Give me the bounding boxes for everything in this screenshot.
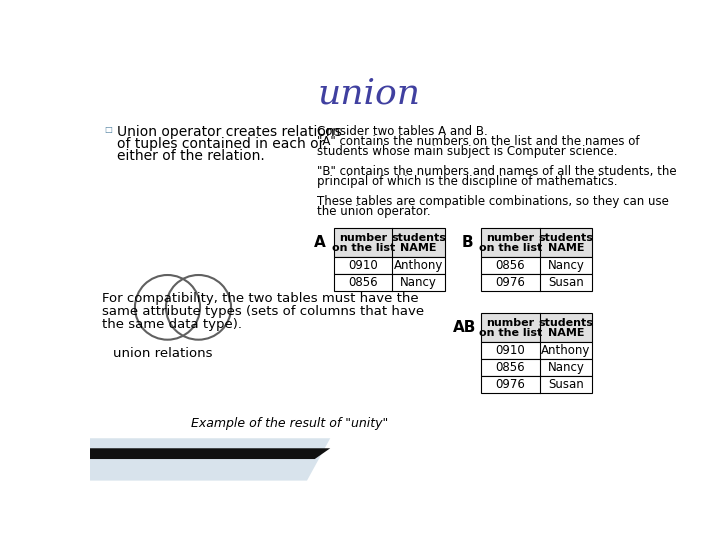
Text: □: □	[104, 125, 112, 134]
Text: 0856: 0856	[495, 259, 526, 272]
Text: students: students	[539, 318, 593, 328]
Text: Susan: Susan	[548, 276, 584, 289]
Text: number: number	[339, 233, 387, 244]
Bar	[482, 342, 593, 359]
Bar	[482, 274, 593, 291]
Text: number: number	[487, 233, 534, 244]
Text: "B" contains the numbers and names of all the students, the: "B" contains the numbers and names of al…	[317, 165, 677, 178]
Bar	[482, 359, 593, 376]
Text: 0856: 0856	[495, 361, 526, 374]
Text: on the list: on the list	[332, 244, 395, 253]
Text: Anthony: Anthony	[394, 259, 444, 272]
Text: NAME: NAME	[548, 244, 584, 253]
Text: number: number	[487, 318, 534, 328]
Polygon shape	[90, 438, 330, 481]
Bar	[482, 313, 593, 342]
Text: NAME: NAME	[548, 328, 584, 338]
Text: the union operator.: the union operator.	[317, 205, 431, 218]
Bar	[334, 274, 445, 291]
Bar	[482, 228, 593, 257]
Text: 0910: 0910	[495, 344, 526, 357]
Text: on the list: on the list	[479, 328, 542, 338]
Text: students: students	[539, 233, 593, 244]
Text: students: students	[391, 233, 446, 244]
Text: the same data type).: the same data type).	[102, 318, 242, 331]
Bar	[482, 376, 593, 393]
Polygon shape	[90, 448, 330, 459]
Text: 0856: 0856	[348, 276, 378, 289]
Text: principal of which is the discipline of mathematics.: principal of which is the discipline of …	[317, 175, 618, 188]
Text: same attribute types (sets of columns that have: same attribute types (sets of columns th…	[102, 305, 424, 318]
Text: union relations: union relations	[113, 347, 212, 360]
Text: B: B	[462, 235, 473, 250]
Text: Union operator creates relations: Union operator creates relations	[117, 125, 342, 139]
Text: "A" contains the numbers on the list and the names of: "A" contains the numbers on the list and…	[317, 135, 639, 148]
Text: Nancy: Nancy	[400, 276, 437, 289]
Text: Consider two tables A and B.: Consider two tables A and B.	[317, 125, 488, 138]
Text: Nancy: Nancy	[547, 259, 585, 272]
Text: union: union	[318, 76, 420, 110]
Text: These tables are compatible combinations, so they can use: These tables are compatible combinations…	[317, 195, 669, 208]
Text: Nancy: Nancy	[547, 361, 585, 374]
Bar	[482, 257, 593, 274]
Text: students whose main subject is Computer science.: students whose main subject is Computer …	[317, 145, 618, 158]
Text: 0976: 0976	[495, 276, 526, 289]
Bar	[334, 257, 445, 274]
Text: 0976: 0976	[495, 378, 526, 391]
Text: on the list: on the list	[479, 244, 542, 253]
Text: of tuples contained in each or: of tuples contained in each or	[117, 137, 325, 151]
Bar	[334, 228, 445, 257]
Text: Susan: Susan	[548, 378, 584, 391]
Text: A: A	[315, 235, 326, 250]
Text: either of the relation.: either of the relation.	[117, 150, 265, 164]
Text: AB: AB	[453, 320, 476, 335]
Text: 0910: 0910	[348, 259, 378, 272]
Text: For compatibility, the two tables must have the: For compatibility, the two tables must h…	[102, 292, 418, 305]
Text: NAME: NAME	[400, 244, 437, 253]
Text: Anthony: Anthony	[541, 344, 590, 357]
Text: Example of the result of "unity": Example of the result of "unity"	[192, 417, 389, 430]
